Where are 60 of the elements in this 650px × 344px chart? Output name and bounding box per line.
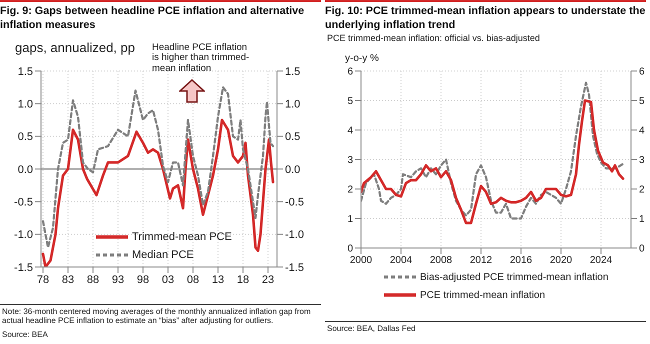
- legend-label: Bias-adjusted PCE trimmed-mean inflation: [419, 270, 608, 284]
- y2-tick-label: 1: [639, 214, 645, 226]
- y2-tick-label: 4: [639, 126, 645, 137]
- x-tick-label: 88: [86, 274, 100, 286]
- y-axis-title: y-o-y %: [345, 53, 379, 64]
- y-tick-label: 0.0: [18, 164, 33, 176]
- x-tick-label: 78: [36, 274, 50, 286]
- y-tick-label: 5: [347, 96, 354, 108]
- x-tick-label: 08: [186, 274, 200, 286]
- legend-label: Trimmed-mean PCE: [131, 230, 232, 245]
- y2-tick-label: 2: [639, 184, 645, 196]
- y2-tick-label: 0.0: [285, 164, 300, 176]
- chart-subtitle: PCE trimmed-mean inflation: official vs. bias-adjusted: [327, 33, 540, 43]
- y2-tick-label: -1.5: [285, 262, 304, 274]
- x-tick-label: 18: [236, 274, 250, 286]
- x-tick-label: 13: [212, 274, 224, 286]
- y2-tick-label: 0: [639, 244, 645, 255]
- y-tick-label: -1.0: [14, 229, 33, 242]
- y-tick-label: -1.5: [14, 262, 33, 274]
- x-tick-label: 93: [112, 274, 124, 286]
- y-tick-label: 0.5: [18, 131, 33, 144]
- y2-tick-label: 1.5: [285, 66, 300, 78]
- x-tick-label: 2004: [390, 255, 413, 266]
- y-tick-label: 1: [347, 214, 354, 226]
- text: Note: 36-month centered moving averages of the monthly annualized inflation gap from actual headline PCE inflation to estimate an “bias” after adjusting for outliers.: [2, 307, 312, 326]
- y-tick-label: 3: [347, 155, 354, 166]
- chart-title: Fig. 9: Gaps between headline PCE inflation and alternative inflation measures: [0, 0, 321, 32]
- y2-tick-label: -1.0: [285, 229, 304, 242]
- y-tick-label: 1.5: [18, 66, 33, 78]
- y-tick-label: 2: [347, 184, 354, 196]
- y-tick-label: -0.5: [14, 196, 33, 209]
- x-tick-label: 03: [162, 274, 174, 286]
- line-series: [361, 99, 624, 224]
- y2-tick-label: 6: [639, 66, 645, 78]
- x-tick-label: 83: [62, 274, 74, 286]
- y-tick-label: 0: [347, 244, 354, 255]
- x-tick-label: 2012: [470, 255, 493, 266]
- y-tick-label: 4: [347, 126, 354, 137]
- x-tick-label: 2020: [550, 255, 573, 266]
- x-tick-label: 2016: [510, 255, 533, 266]
- annotation: Headline PCE inflation is higher than trimmed-mean inflation: [152, 42, 250, 74]
- chart-title: Fig. 10: PCE trimmed-mean inflation appears to understate the underlying inflation trend: [325, 0, 646, 32]
- source-note: Source: BEA: [2, 330, 49, 340]
- y2-tick-label: -0.5: [285, 196, 304, 209]
- x-tick-label: 23: [262, 274, 274, 286]
- x-tick-label: 2024: [590, 255, 613, 266]
- x-tick-label: 2000: [350, 255, 373, 266]
- line-series: [42, 118, 274, 267]
- y2-tick-label: 0.5: [285, 131, 300, 144]
- y-tick-label: 1.0: [18, 98, 33, 111]
- legend-label: Median PCE: [131, 248, 195, 263]
- x-tick-label: 98: [136, 274, 150, 286]
- y2-tick-label: 5: [639, 96, 645, 108]
- source-note: Source: BEA, Dallas Fed: [327, 324, 416, 334]
- y-axis-title: gaps, annualized, pp: [15, 40, 135, 55]
- y2-tick-label: 3: [639, 155, 645, 166]
- legend-label: PCE trimmed-mean inflation: [419, 288, 546, 302]
- x-tick-label: 2008: [430, 255, 453, 266]
- y-tick-label: 6: [347, 66, 354, 78]
- y2-tick-label: 1.0: [285, 98, 300, 111]
